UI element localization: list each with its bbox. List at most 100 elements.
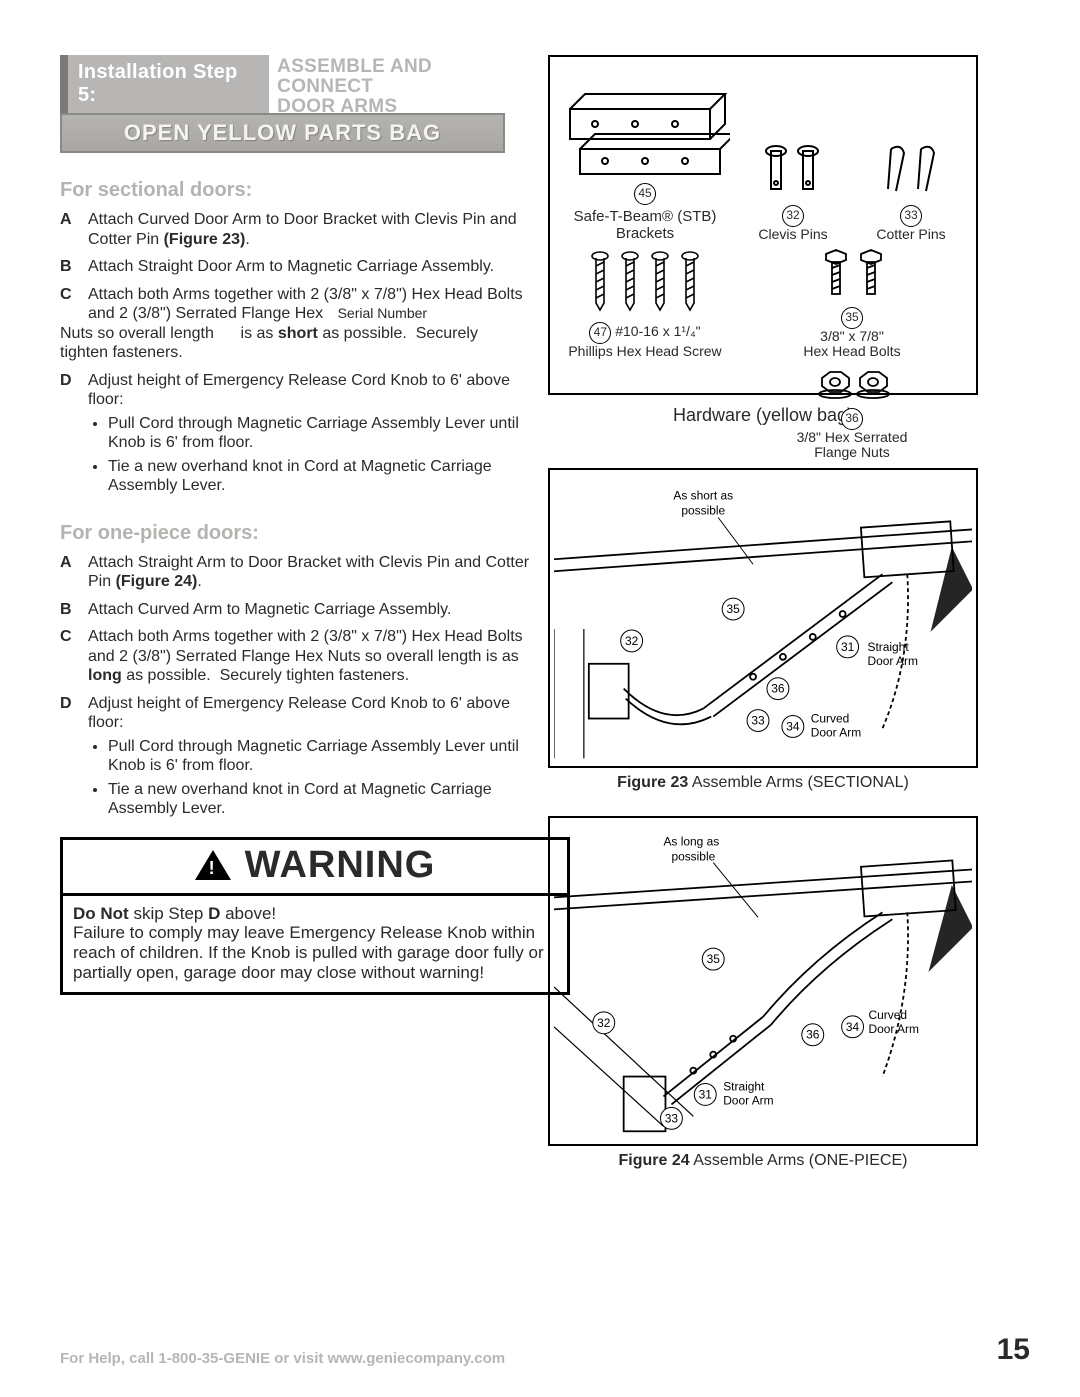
yellow-bag-banner: OPEN YELLOW PARTS BAG bbox=[60, 113, 505, 153]
sectional-a: Attach Curved Door Arm to Door Bracket w… bbox=[88, 210, 530, 249]
sectional-d: Adjust height of Emergency Release Cord … bbox=[88, 371, 530, 496]
warning-body: Do Not skip Step D above! Failure to com… bbox=[63, 896, 567, 992]
warning-box: WARNING Do Not skip Step D above! Failur… bbox=[60, 837, 570, 995]
onepiece-d-b2: Tie a new overhand knot in Cord at Magne… bbox=[108, 780, 530, 819]
hw-cotter-pins: 33 Cotter Pins bbox=[856, 69, 966, 242]
screws-label1: #10-16 x 1¹/₄" bbox=[615, 323, 700, 339]
sectional-d-bullets: Pull Cord through Magnetic Carriage Asse… bbox=[108, 414, 530, 496]
figure-24-diagram: 34 CurvedDoor Arm 31 StraightDoor Arm 32… bbox=[554, 824, 972, 1140]
warning-header: WARNING bbox=[63, 840, 567, 896]
onepiece-heading: For one-piece doors: bbox=[60, 522, 530, 545]
sectional-c: Attach both Arms together with 2 (3/8" x… bbox=[88, 285, 530, 324]
fig23-straight-label: Straight bbox=[868, 640, 910, 654]
svg-text:33: 33 bbox=[751, 713, 765, 727]
list-key: A bbox=[60, 553, 88, 592]
warning-triangle-icon bbox=[195, 850, 231, 880]
list-key: B bbox=[60, 600, 88, 620]
callout-45: 45 bbox=[634, 183, 656, 205]
svg-text:31: 31 bbox=[699, 1087, 713, 1101]
fig23-caption-rest: Assemble Arms (SECTIONAL) bbox=[688, 774, 909, 791]
callout-33: 33 bbox=[900, 205, 922, 227]
screws-icon bbox=[580, 248, 710, 318]
svg-text:31: 31 bbox=[841, 640, 855, 654]
fig23-caption-bold: Figure 23 bbox=[617, 774, 688, 791]
onepiece-b: Attach Curved Arm to Magnetic Carriage A… bbox=[88, 600, 530, 620]
hw-clevis-pins: 32 Clevis Pins bbox=[738, 69, 848, 242]
svg-text:36: 36 bbox=[771, 682, 785, 696]
sectional-d-text: Adjust height of Emergency Release Cord … bbox=[88, 372, 510, 409]
svg-text:Curved: Curved bbox=[868, 1008, 906, 1022]
onepiece-d: Adjust height of Emergency Release Cord … bbox=[88, 694, 530, 819]
onepiece-d-text: Adjust height of Emergency Release Cord … bbox=[88, 695, 510, 732]
svg-text:possible: possible bbox=[671, 850, 715, 864]
sectional-c-cont: Nuts so overall length is as short as po… bbox=[60, 324, 530, 363]
sectional-list: A Attach Curved Door Arm to Door Bracket… bbox=[60, 210, 530, 324]
svg-text:Straight: Straight bbox=[723, 1079, 765, 1093]
svg-text:Door Arm: Door Arm bbox=[723, 1093, 773, 1107]
svg-text:Door Arm: Door Arm bbox=[868, 654, 918, 668]
list-key: C bbox=[60, 285, 88, 324]
svg-text:35: 35 bbox=[727, 602, 741, 616]
page-number: 15 bbox=[997, 1333, 1030, 1367]
figure-23-diagram: 31 Straight Door Arm 34 CurvedDoor Arm 3… bbox=[554, 476, 972, 762]
hw-screws: 47 #10-16 x 1¹/₄" Phillips Hex Head Scre… bbox=[560, 248, 730, 360]
step-title-line2: DOOR ARMS bbox=[277, 96, 397, 117]
step-header: Installation Step 5: ASSEMBLE AND CONNEC… bbox=[60, 55, 530, 99]
hw-nuts: 36 3/8" Hex Serrated Flange Nuts bbox=[738, 366, 966, 461]
hw-stb-brackets: 45 Safe-T-Beam® (STB) Brackets bbox=[560, 69, 730, 242]
fig24-caption-bold: Figure 24 bbox=[619, 1152, 690, 1169]
step-badge: Installation Step 5: bbox=[60, 55, 269, 113]
sectional-heading: For sectional doors: bbox=[60, 179, 530, 202]
stb-bracket-icon bbox=[560, 69, 730, 179]
fig24-caption-rest: Assemble Arms (ONE-PIECE) bbox=[690, 1152, 908, 1169]
right-column: 45 Safe-T-Beam® (STB) Brackets 32 Clevis… bbox=[548, 55, 978, 1170]
figure-24-panel: 34 CurvedDoor Arm 31 StraightDoor Arm 32… bbox=[548, 816, 978, 1146]
onepiece-a: Attach Straight Arm to Door Bracket with… bbox=[88, 553, 530, 592]
figure-23-panel: 31 Straight Door Arm 34 CurvedDoor Arm 3… bbox=[548, 468, 978, 768]
list-key: C bbox=[60, 627, 88, 686]
nuts-label1: 3/8" Hex Serrated bbox=[797, 430, 908, 445]
warning-donot: Do Not bbox=[73, 904, 129, 923]
step-title: ASSEMBLE AND CONNECT DOOR ARMS bbox=[269, 55, 530, 117]
list-key: A bbox=[60, 210, 88, 249]
sectional-d-b1: Pull Cord through Magnetic Carriage Asse… bbox=[108, 414, 530, 453]
serial-number-note: Serial Number bbox=[338, 305, 427, 322]
onepiece-d-b1: Pull Cord through Magnetic Carriage Asse… bbox=[108, 737, 530, 776]
stb-label: Safe-T-Beam® (STB) Brackets bbox=[560, 209, 730, 242]
callout-35: 35 bbox=[841, 307, 863, 329]
svg-text:33: 33 bbox=[665, 1111, 679, 1125]
left-column: Installation Step 5: ASSEMBLE AND CONNEC… bbox=[60, 55, 530, 1170]
callout-47: 47 bbox=[589, 322, 611, 344]
list-key: D bbox=[60, 694, 88, 819]
cotter-pin-icon bbox=[876, 141, 946, 201]
svg-text:possible: possible bbox=[681, 504, 725, 518]
bolts-label2: Hex Head Bolts bbox=[803, 344, 900, 359]
svg-text:34: 34 bbox=[786, 719, 800, 733]
svg-text:32: 32 bbox=[625, 634, 639, 648]
figure-23-caption: Figure 23 Assemble Arms (SECTIONAL) bbox=[548, 774, 978, 792]
hw-bolts: 35 3/8" x 7/8" Hex Head Bolts bbox=[738, 248, 966, 360]
sectional-d-b2: Tie a new overhand knot in Cord at Magne… bbox=[108, 457, 530, 496]
callout-32: 32 bbox=[782, 205, 804, 227]
nuts-label2: Flange Nuts bbox=[814, 445, 889, 460]
onepiece-c: Attach both Arms together with 2 (3/8" x… bbox=[88, 627, 530, 686]
svg-text:Curved: Curved bbox=[811, 712, 849, 726]
sectional-b: Attach Straight Door Arm to Magnetic Car… bbox=[88, 257, 530, 277]
svg-text:36: 36 bbox=[806, 1028, 820, 1042]
warning-title: WARNING bbox=[245, 844, 436, 887]
list-key: B bbox=[60, 257, 88, 277]
cotter-label: Cotter Pins bbox=[876, 227, 945, 242]
onepiece-d-bullets: Pull Cord through Magnetic Carriage Asse… bbox=[108, 737, 530, 819]
fig23-note: As short as bbox=[673, 489, 733, 503]
callout-36: 36 bbox=[841, 408, 863, 430]
svg-text:34: 34 bbox=[846, 1020, 860, 1034]
nuts-icon bbox=[807, 366, 897, 404]
page: Installation Step 5: ASSEMBLE AND CONNEC… bbox=[60, 55, 1030, 1170]
footer-help: For Help, call 1-800-35-GENIE or visit w… bbox=[60, 1350, 505, 1367]
onepiece-list: A Attach Straight Arm to Door Bracket wi… bbox=[60, 553, 530, 819]
step-title-line1: ASSEMBLE AND CONNECT bbox=[277, 56, 432, 97]
svg-text:35: 35 bbox=[707, 952, 721, 966]
svg-text:32: 32 bbox=[597, 1016, 611, 1030]
svg-text:Door Arm: Door Arm bbox=[868, 1022, 918, 1036]
clevis-label: Clevis Pins bbox=[758, 227, 827, 242]
